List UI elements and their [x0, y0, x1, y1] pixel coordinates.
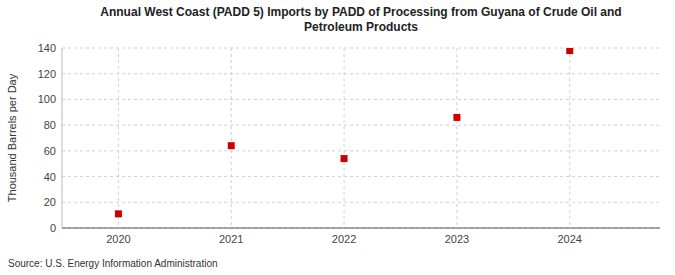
x-tick-label: 2024: [557, 233, 581, 245]
title-line: Petroleum Products: [304, 20, 418, 34]
y-grid-line: [62, 150, 660, 151]
y-tick-label: 60: [44, 145, 56, 157]
point: [566, 48, 573, 54]
y-tick-label: 0: [50, 222, 56, 234]
y-grid-line: [62, 99, 660, 100]
x-grid-line: [344, 48, 345, 228]
y-tick-label: 100: [38, 93, 56, 105]
point: [228, 142, 235, 149]
point: [115, 210, 122, 217]
y-tick-label: 20: [44, 196, 56, 208]
y-tick-label: 120: [38, 68, 56, 80]
point: [341, 155, 348, 162]
x-tick-label: 2022: [332, 233, 356, 245]
x-tick-label: 2021: [219, 233, 243, 245]
source-note: Source: U.S. Energy Information Administ…: [8, 258, 218, 269]
y-axis-label: Thousand Barrels per Day: [6, 73, 18, 202]
title-line: Annual West Coast (PADD 5) Imports by PA…: [100, 5, 621, 19]
chart-container: Annual West Coast (PADD 5) Imports by PA…: [0, 0, 675, 275]
point: [453, 114, 460, 121]
title: Annual West Coast (PADD 5) Imports by PA…: [100, 5, 621, 34]
y-grid-line: [62, 73, 660, 74]
y-tick-label: 140: [38, 42, 56, 54]
x-axis-line: [62, 228, 660, 229]
x-tick-label: 2023: [445, 233, 469, 245]
y-tick-label: 40: [44, 171, 56, 183]
x-tick-label: 2020: [106, 233, 130, 245]
x-grid-line: [456, 48, 457, 228]
points: [115, 48, 573, 217]
chart-svg: Annual West Coast (PADD 5) Imports by PA…: [0, 0, 675, 275]
x-grid-line: [231, 48, 232, 228]
y-grid-line: [62, 176, 660, 177]
y-grid-line: [62, 228, 660, 229]
y-tick-label: 80: [44, 119, 56, 131]
grid: [62, 48, 660, 228]
x-grid-line: [118, 48, 119, 228]
y-grid-line: [62, 202, 660, 203]
y-axis-line: [62, 48, 63, 228]
x-grid-line: [569, 48, 570, 228]
y-grid-line: [62, 125, 660, 126]
